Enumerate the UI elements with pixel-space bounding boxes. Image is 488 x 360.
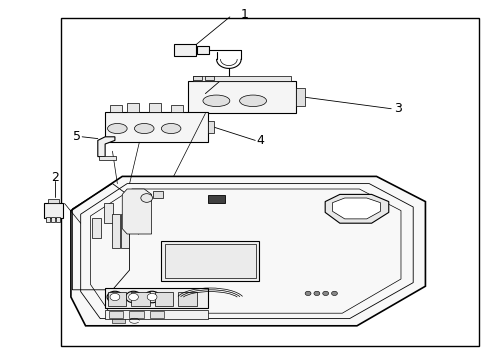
Text: 3: 3	[393, 102, 401, 115]
Bar	[129, 311, 143, 318]
Bar	[127, 103, 139, 112]
Bar	[46, 217, 50, 222]
Bar	[149, 103, 161, 112]
Circle shape	[141, 194, 152, 202]
Circle shape	[147, 293, 157, 301]
Bar	[110, 105, 122, 112]
Bar	[173, 44, 195, 56]
Bar	[92, 218, 101, 238]
Bar	[193, 76, 202, 80]
Circle shape	[313, 291, 319, 296]
Ellipse shape	[107, 123, 127, 134]
Bar	[295, 88, 304, 106]
Bar	[51, 217, 55, 222]
Bar	[105, 288, 207, 308]
Text: 4: 4	[256, 134, 264, 147]
Ellipse shape	[161, 123, 181, 134]
Bar	[154, 292, 173, 306]
Polygon shape	[98, 137, 115, 157]
Bar	[61, 18, 478, 346]
Bar	[153, 191, 163, 198]
Polygon shape	[71, 176, 425, 326]
Bar	[107, 292, 126, 306]
Bar	[161, 241, 259, 281]
Bar	[207, 121, 213, 133]
Bar	[193, 76, 290, 81]
Bar	[149, 311, 164, 318]
Ellipse shape	[134, 123, 154, 134]
Bar	[99, 156, 116, 160]
Polygon shape	[325, 194, 388, 223]
Circle shape	[107, 291, 122, 303]
Circle shape	[128, 293, 138, 301]
Bar	[44, 203, 62, 218]
Bar	[165, 244, 255, 278]
Bar	[56, 217, 60, 222]
Bar	[112, 214, 120, 248]
Bar	[105, 310, 207, 319]
Text: 5: 5	[73, 130, 81, 143]
Bar	[108, 311, 123, 318]
Text: 1: 1	[240, 8, 248, 21]
Circle shape	[125, 291, 141, 303]
Circle shape	[110, 293, 120, 301]
Bar	[105, 112, 207, 142]
Bar	[131, 292, 149, 306]
Bar	[197, 46, 209, 54]
Circle shape	[144, 291, 160, 303]
Bar	[207, 195, 224, 203]
Circle shape	[305, 291, 310, 296]
Bar	[178, 292, 196, 306]
Bar	[205, 76, 214, 80]
Bar	[48, 199, 59, 203]
Text: 2: 2	[51, 171, 59, 184]
Circle shape	[322, 291, 328, 296]
Bar	[112, 319, 124, 323]
Ellipse shape	[239, 95, 266, 107]
Bar	[188, 81, 295, 113]
Bar	[171, 105, 183, 112]
Polygon shape	[332, 198, 380, 219]
Bar	[104, 203, 113, 223]
Bar	[121, 214, 128, 248]
Ellipse shape	[203, 95, 229, 107]
Circle shape	[331, 291, 337, 296]
Polygon shape	[122, 189, 151, 234]
Bar	[134, 191, 146, 205]
